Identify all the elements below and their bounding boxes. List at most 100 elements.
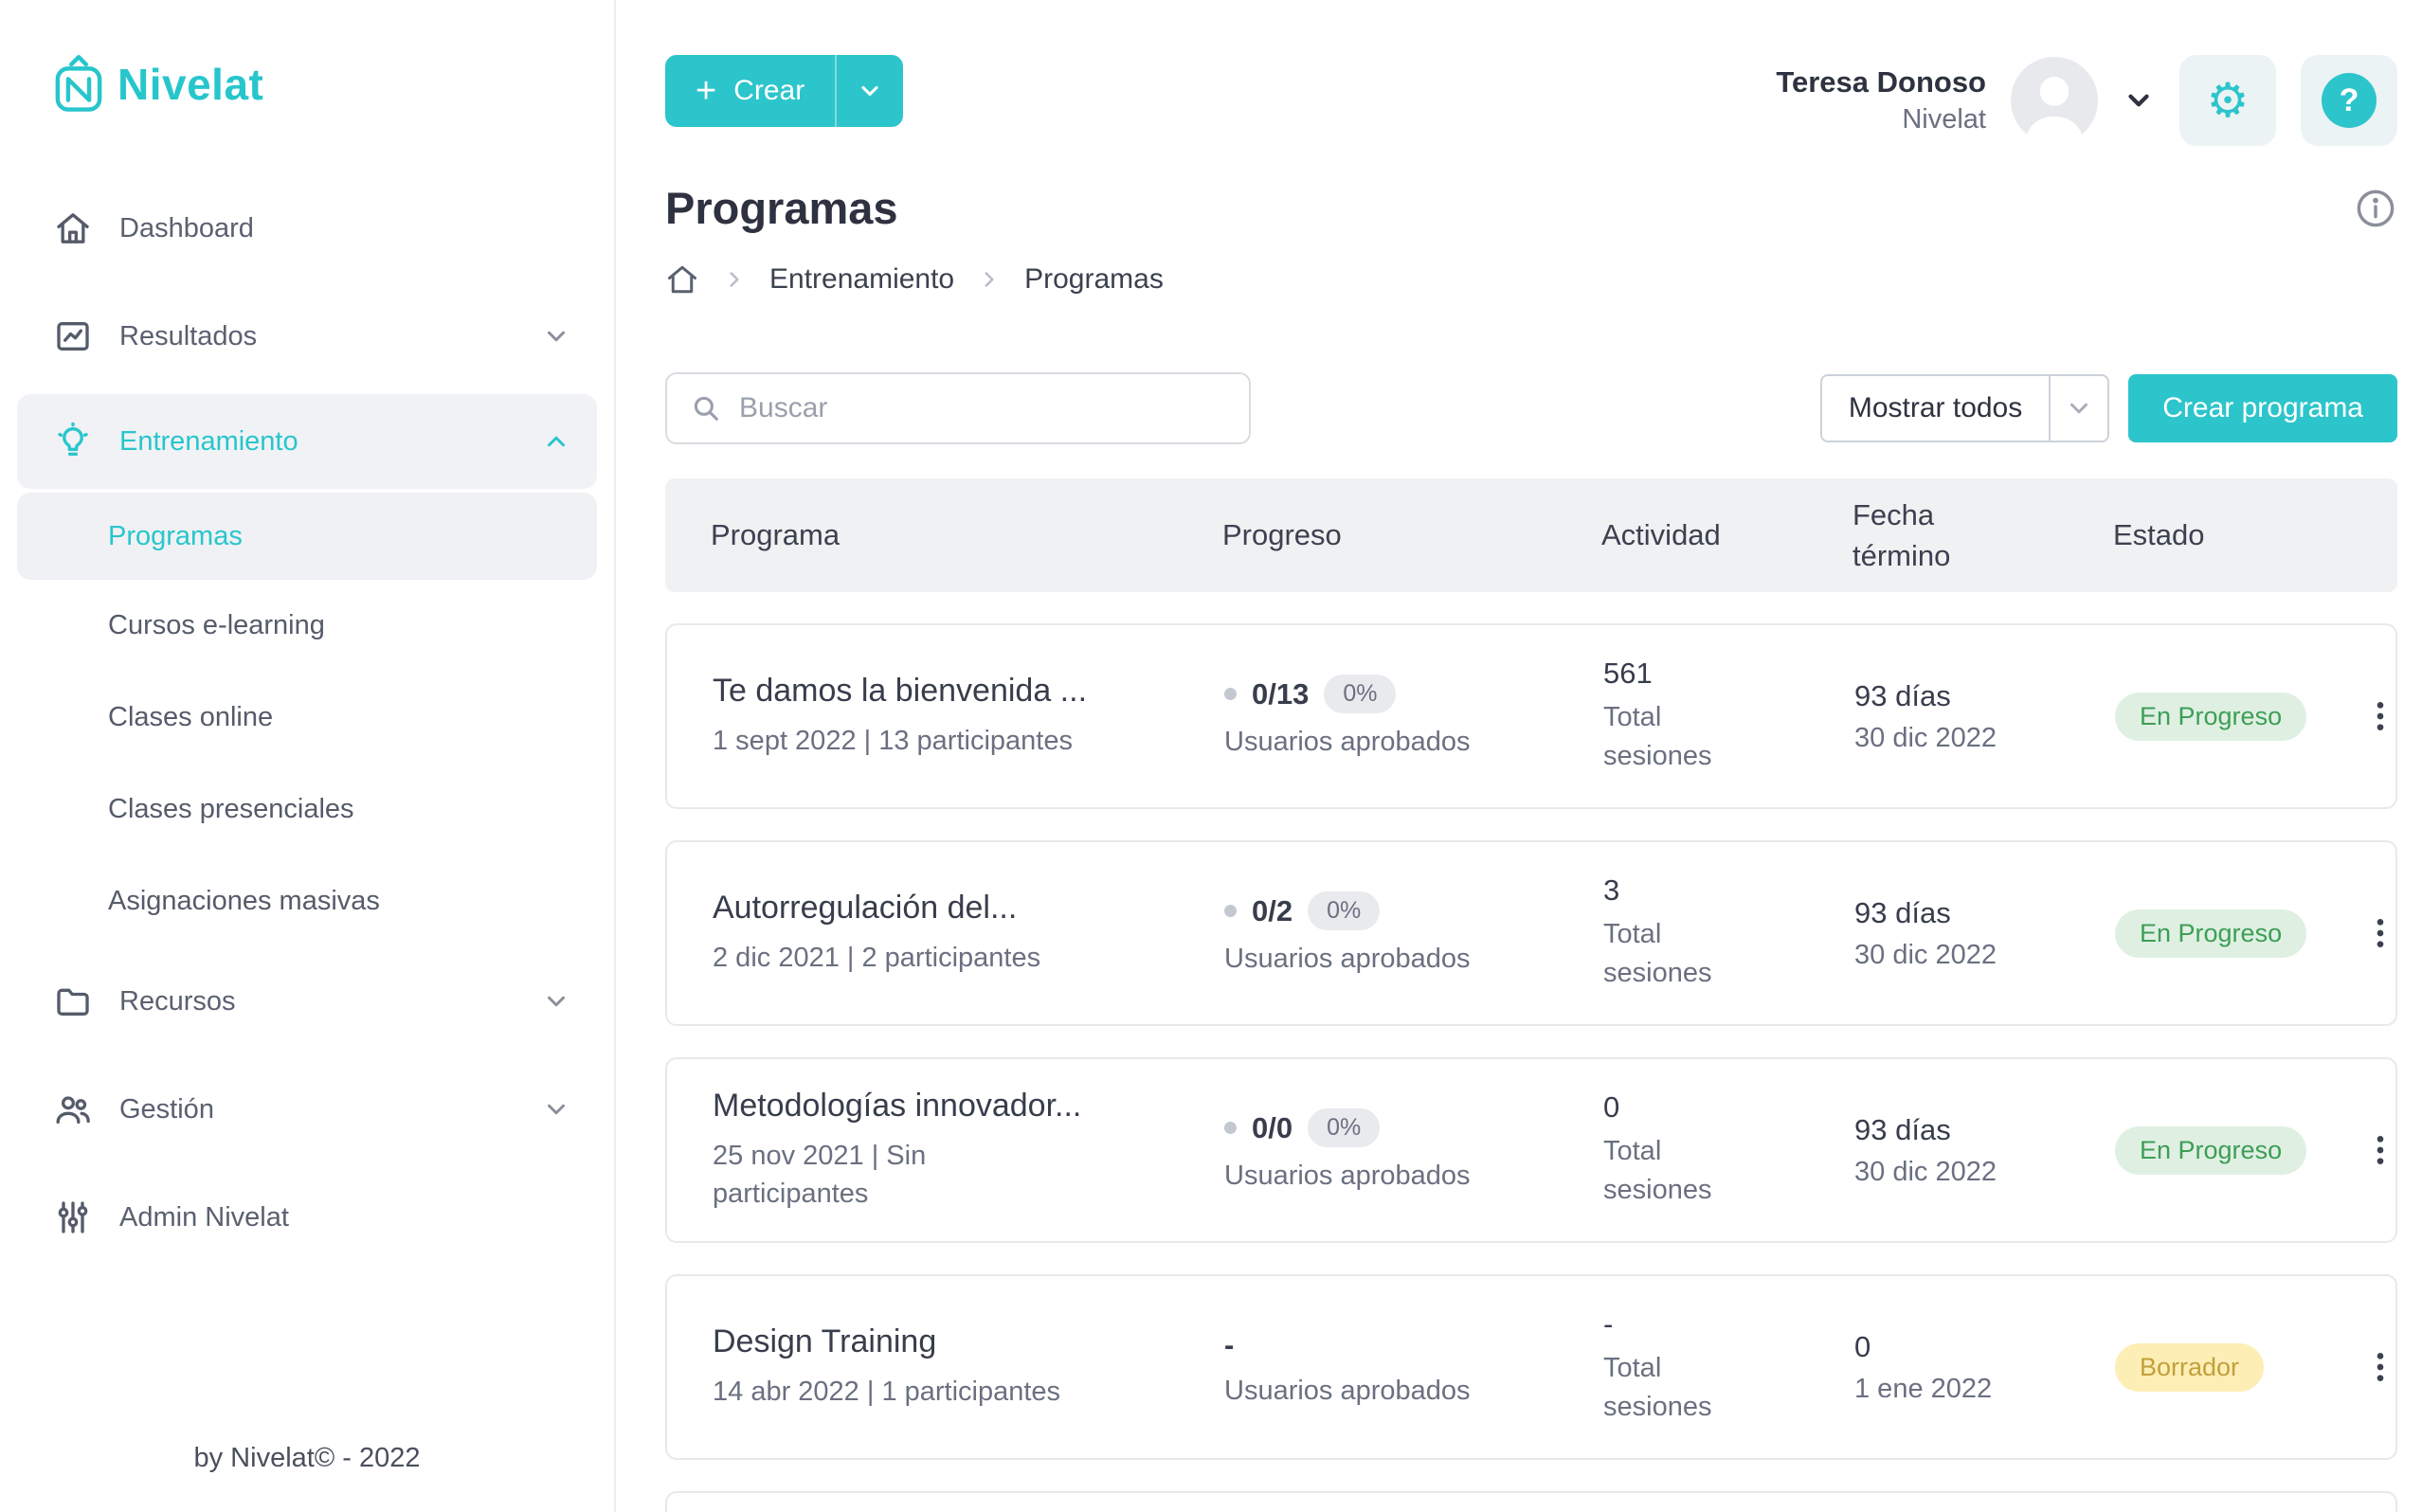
progress-label: Usuarios aprobados [1224,1161,1471,1191]
brand-wordmark: Nivelat [117,60,264,109]
deadline-cell: 93 días 30 dic 2022 [1854,896,2115,971]
sidebar-subitem-clases-online[interactable]: Clases online [0,672,614,764]
crear-button-label: Crear [733,75,805,106]
program-cell: Metodologías innovador... 25 nov 2021 | … [713,1088,1224,1212]
sidebar-item-resultados[interactable]: Resultados [0,282,614,390]
status-cell: En Progreso [2115,1125,2354,1175]
program-subtitle: 14 abr 2022 | 1 participantes [713,1376,1061,1407]
topbar: + Crear Teresa Donoso Nivelat [665,55,2397,146]
user-organization: Nivelat [1902,104,1986,135]
crear-dropdown-button[interactable] [835,55,903,127]
sidebar-item-label: Resultados [119,320,258,351]
status-cell: En Progreso [2115,692,2354,741]
search-input[interactable] [739,392,1226,424]
filter-select[interactable]: Mostrar todos [1819,374,2110,442]
sidebar-item-recursos[interactable]: Recursos [0,947,614,1055]
table-row[interactable]: Metodologías innovador... 25 nov 2021 | … [665,1057,2397,1243]
table-row[interactable]: Design Training 14 abr 2022 | 1 particip… [665,1274,2397,1460]
crear-programa-button[interactable]: Crear programa [2128,374,2397,442]
progress-percent-badge: 0% [1308,891,1381,930]
activity-value: - [1603,1307,1614,1341]
progress-label: Usuarios aprobados [1224,1375,1471,1406]
column-header-actividad: Actividad [1601,518,1721,551]
program-subtitle: 2 dic 2021 | 2 participantes [713,942,1041,973]
progress-percent-badge: 0% [1324,675,1397,713]
chevron-down-icon [542,1095,570,1124]
user-info: Teresa Donoso Nivelat [1776,63,1986,139]
progress-cell: 0/2 0% Usuarios aprobados [1224,891,1603,975]
chart-icon [53,316,93,356]
activity-label: Total sesiones [1603,702,1712,771]
partial-next-row [665,1491,2397,1512]
program-subtitle: 25 nov 2021 | Sin participantes [713,1141,927,1209]
sidebar-item-dashboard[interactable]: Dashboard [0,174,614,282]
user-menu-chevron-icon[interactable] [2123,84,2155,117]
question-icon: ? [2322,73,2377,128]
info-icon[interactable] [2354,187,2397,230]
activity-value: 3 [1603,873,1620,908]
users-icon [53,1089,93,1129]
table-row[interactable]: Autorregulación del... 2 dic 2021 | 2 pa… [665,840,2397,1026]
avatar[interactable] [2011,57,2098,144]
program-title: Design Training [713,1323,937,1359]
chevron-up-icon [542,427,570,456]
progress-cell: 0/0 0% Usuarios aprobados [1224,1108,1603,1192]
nivelat-logo-icon [53,55,104,114]
row-menu-button[interactable] [2354,1124,2407,1177]
row-menu-button[interactable] [2354,907,2407,960]
activity-label: Total sesiones [1603,919,1712,988]
table-row[interactable]: Te damos la bienvenida ... 1 sept 2022 |… [665,623,2397,809]
progress-label: Usuarios aprobados [1224,944,1471,974]
row-menu-button[interactable] [2354,690,2407,743]
deadline-date: 30 dic 2022 [1854,939,1997,970]
activity-cell: 3 Total sesiones [1603,873,1854,992]
home-icon [53,208,93,248]
sidebar-item-gestion[interactable]: Gestión [0,1055,614,1163]
breadcrumb-home-icon[interactable] [665,262,699,297]
activity-value: 561 [1603,657,1653,691]
row-menu-button[interactable] [2354,1341,2407,1394]
sidebar-item-admin-nivelat[interactable]: Admin Nivelat [0,1163,614,1271]
table-body: Te damos la bienvenida ... 1 sept 2022 |… [665,623,2397,1460]
breadcrumb-programas[interactable]: Programas [1024,263,1164,295]
activity-label: Total sesiones [1603,1136,1712,1205]
column-header-progreso: Progreso [1222,518,1342,551]
help-button[interactable]: ? [2301,55,2397,146]
sidebar-subitem-asignaciones-masivas[interactable]: Asignaciones masivas [0,855,614,947]
program-cell: Design Training 14 abr 2022 | 1 particip… [713,1323,1224,1411]
sidebar-subitem-programas[interactable]: Programas [17,493,597,580]
search-box [665,372,1251,444]
activity-cell: 0 Total sesiones [1603,1090,1854,1209]
progress-dot [1224,905,1237,917]
crear-button[interactable]: + Crear [665,55,835,127]
status-badge: En Progreso [2115,909,2307,958]
column-header-fecha-termino: Fecha término [1853,497,1951,572]
sidebar-subitem-cursos-elearning[interactable]: Cursos e-learning [0,580,614,672]
nivelat-logo[interactable]: Nivelat [53,55,614,114]
sidebar-nav: Dashboard Resultados [0,174,614,1271]
progress-dot [1224,688,1237,700]
progress-ratio: - [1224,1327,1235,1361]
program-title: Te damos la bienvenida ... [713,672,1088,709]
sidebar-subitem-label: Cursos e-learning [108,610,325,640]
status-badge: En Progreso [2115,692,2307,741]
deadline-cell: 0 1 ene 2022 [1854,1330,2115,1405]
activity-value: 0 [1603,1090,1620,1125]
settings-button[interactable]: ⚙ [2179,55,2276,146]
activity-cell: 561 Total sesiones [1603,657,1854,775]
search-icon [690,392,722,424]
filter-selected-value: Mostrar todos [1848,392,2023,423]
deadline-date: 30 dic 2022 [1854,722,1997,753]
breadcrumb-entrenamiento[interactable]: Entrenamiento [769,263,955,295]
progress-dot [1224,1122,1237,1134]
gear-icon: ⚙ [2206,74,2250,127]
chevron-down-icon [2051,376,2107,441]
activity-cell: - Total sesiones [1603,1307,1854,1426]
deadline-cell: 93 días 30 dic 2022 [1854,679,2115,754]
deadline-days: 93 días [1854,895,1951,929]
sidebar-item-entrenamiento[interactable]: Entrenamiento [17,394,597,489]
toolbar: Mostrar todos Crear programa [665,372,2397,444]
sidebar-subitem-clases-presenciales[interactable]: Clases presenciales [0,764,614,855]
sidebar-footer: by Nivelat© - 2022 [193,1443,421,1473]
